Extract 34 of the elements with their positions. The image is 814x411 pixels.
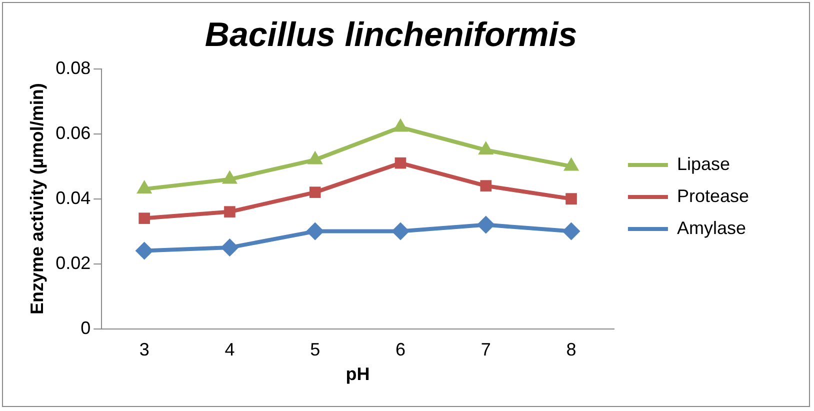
point (309, 186, 321, 198)
point (135, 242, 154, 260)
chart-title: Bacillus lincheniformis (204, 16, 578, 54)
point (136, 180, 152, 194)
y-axis-title: Enzyme activity (µmol/min) (26, 83, 47, 315)
point (391, 222, 410, 240)
point (478, 141, 494, 155)
point (480, 180, 492, 192)
point (222, 170, 238, 184)
x-tick-label: 4 (224, 340, 235, 360)
x-tick-label: 7 (480, 340, 491, 360)
x-tick-label: 8 (566, 340, 576, 360)
legend-label: Lipase (676, 154, 730, 174)
legend-label: Protease (676, 186, 750, 206)
point (392, 118, 408, 132)
y-tick-label: 0.04 (56, 188, 91, 208)
y-tick-label: 0.08 (56, 58, 91, 78)
x-axis-title: pH (346, 364, 370, 384)
legend-label: Amylase (676, 218, 746, 238)
y-tick-label: 0 (80, 318, 91, 338)
point (476, 216, 495, 234)
point (224, 206, 236, 218)
y-tick-label: 0.02 (56, 252, 91, 273)
x-tick-label: 6 (395, 340, 406, 360)
point (306, 222, 324, 240)
point (566, 193, 577, 204)
x-tick-label: 5 (310, 340, 320, 360)
point (562, 222, 580, 240)
point (220, 238, 239, 257)
point (307, 150, 323, 164)
point (563, 157, 580, 171)
point (138, 212, 150, 224)
y-tick-label: 0.06 (56, 122, 91, 143)
x-tick-label: 3 (139, 340, 150, 360)
